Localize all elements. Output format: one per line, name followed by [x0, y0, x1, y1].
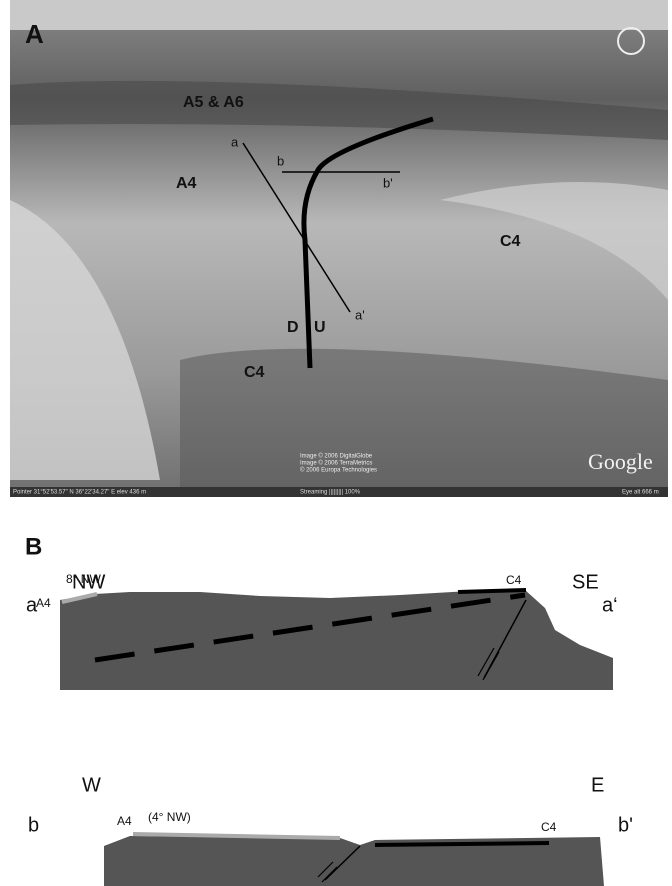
unit-label: A4: [36, 596, 51, 610]
status-pointer: Pointer 31°52'53.57" N 36°22'34.27" E el…: [13, 490, 146, 496]
dip-label: (4° NW): [148, 810, 191, 824]
cross-section-b: [104, 832, 604, 886]
line-end: b: [277, 153, 284, 168]
panel-label: A: [25, 19, 44, 49]
direction: W: [82, 774, 101, 796]
status-streaming: Streaming ||||||||| 100%: [300, 490, 361, 496]
dip-label: 8° NW: [66, 572, 101, 586]
unit-label: C4: [244, 364, 265, 381]
logo: Google: [588, 449, 653, 474]
direction: NW: [72, 571, 105, 593]
unit-label: A4: [176, 175, 197, 192]
section-end: b': [618, 814, 633, 836]
section-end: b: [28, 814, 39, 836]
unit-label: A5 & A6: [183, 94, 244, 111]
line-end: a': [355, 307, 365, 322]
unit-label: C4: [506, 573, 522, 587]
panel-label: B: [25, 533, 42, 560]
satellite-image: [10, 0, 668, 497]
line-end: b': [383, 175, 393, 190]
cross-section-a: [60, 588, 613, 690]
credit: Image © 2006 TerraMetrics: [300, 460, 372, 467]
section-end: a‘: [602, 594, 618, 616]
fault-side: D: [287, 319, 299, 336]
credit: Image © 2006 DigitalGlobe: [300, 453, 373, 460]
direction: SE: [572, 571, 599, 593]
line-end: a: [231, 134, 239, 149]
direction: E: [591, 774, 604, 796]
status-eye-alt: Eye alt 666 m: [622, 490, 659, 496]
unit-label: C4: [500, 233, 521, 250]
fault-side: U: [314, 319, 326, 336]
unit-label: A4: [117, 814, 132, 828]
section-end: a: [26, 594, 38, 616]
unit-label: C4: [541, 820, 557, 834]
credit: © 2006 Europa Technologies: [300, 467, 377, 474]
